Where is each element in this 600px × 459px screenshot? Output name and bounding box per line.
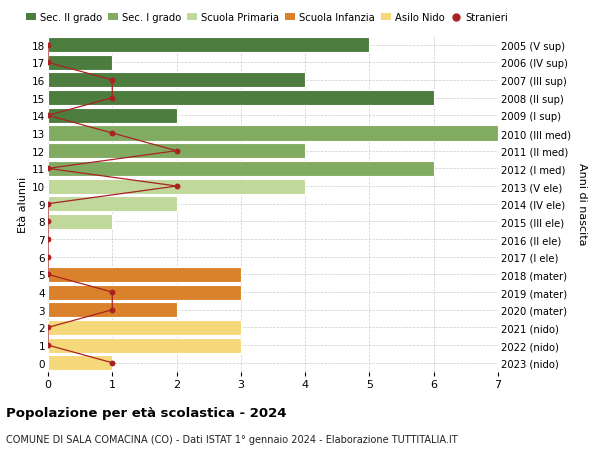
- Bar: [48, 162, 434, 176]
- Bar: [48, 197, 176, 212]
- Bar: [48, 338, 241, 353]
- Bar: [48, 179, 305, 194]
- Bar: [48, 285, 241, 300]
- Bar: [48, 126, 498, 141]
- Point: [43, 341, 53, 349]
- Point: [43, 253, 53, 261]
- Point: [43, 112, 53, 120]
- Bar: [48, 38, 370, 53]
- Text: COMUNE DI SALA COMACINA (CO) - Dati ISTAT 1° gennaio 2024 - Elaborazione TUTTITA: COMUNE DI SALA COMACINA (CO) - Dati ISTA…: [6, 434, 458, 444]
- Bar: [48, 144, 305, 159]
- Legend: Sec. II grado, Sec. I grado, Scuola Primaria, Scuola Infanzia, Asilo Nido, Stran: Sec. II grado, Sec. I grado, Scuola Prim…: [26, 13, 508, 23]
- Point: [43, 236, 53, 243]
- Point: [107, 359, 117, 367]
- Y-axis label: Anni di nascita: Anni di nascita: [577, 163, 587, 246]
- Text: Popolazione per età scolastica - 2024: Popolazione per età scolastica - 2024: [6, 406, 287, 419]
- Point: [43, 60, 53, 67]
- Point: [172, 148, 181, 155]
- Bar: [48, 302, 176, 318]
- Bar: [48, 355, 112, 370]
- Point: [43, 271, 53, 279]
- Bar: [48, 214, 112, 230]
- Bar: [48, 73, 305, 88]
- Bar: [48, 56, 112, 71]
- Point: [107, 307, 117, 314]
- Bar: [48, 91, 434, 106]
- Point: [43, 201, 53, 208]
- Point: [43, 42, 53, 49]
- Point: [43, 324, 53, 331]
- Point: [43, 218, 53, 225]
- Bar: [48, 320, 241, 335]
- Point: [107, 77, 117, 84]
- Point: [43, 165, 53, 173]
- Y-axis label: Età alunni: Età alunni: [18, 176, 28, 232]
- Point: [107, 95, 117, 102]
- Point: [107, 289, 117, 296]
- Bar: [48, 109, 176, 123]
- Point: [107, 130, 117, 137]
- Bar: [48, 267, 241, 282]
- Point: [172, 183, 181, 190]
